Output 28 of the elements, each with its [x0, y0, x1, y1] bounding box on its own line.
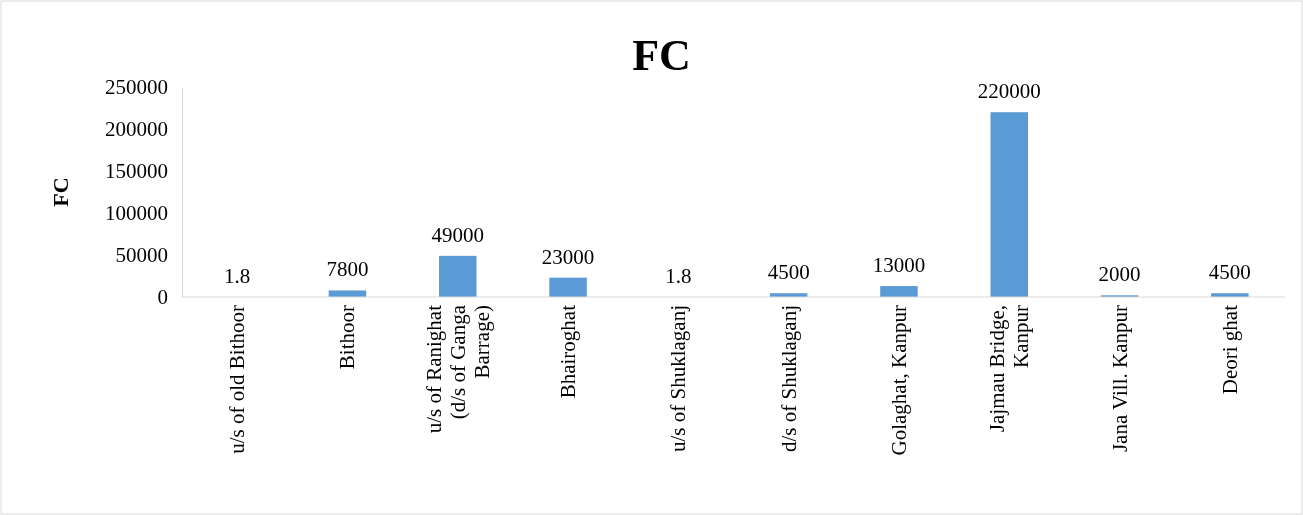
x-tick-label: Bhairoghat	[556, 304, 581, 399]
x-tick-label: d/s of Shuklaganj	[776, 305, 801, 452]
data-label: 7800	[326, 257, 369, 282]
y-tick-label: 250000	[105, 75, 168, 100]
y-axis-title: FC	[48, 177, 73, 207]
data-label: 1.8	[224, 264, 251, 288]
data-label: 2000	[1098, 262, 1141, 287]
data-label: 13000	[872, 253, 926, 278]
x-tick-label: Deori ghat	[1217, 304, 1242, 395]
y-tick-label: 100000	[105, 201, 168, 226]
data-label: 4500	[1208, 260, 1251, 285]
chart-title: FC	[632, 31, 691, 80]
x-tick-label: u/s of Shuklaganj	[666, 305, 691, 452]
data-label: 4500	[767, 260, 810, 285]
data-label: 49000	[431, 222, 484, 247]
x-tick-label: u/s of Ranighat (d/s of Ganga Barrage)	[421, 304, 494, 434]
x-tick-label: Jajmau Bridge, Kanpur	[985, 305, 1034, 433]
x-tick-label: Golaghat, Kanpur	[886, 305, 911, 456]
data-label: 220000	[977, 79, 1041, 104]
y-tick-label: 0	[157, 285, 168, 310]
y-tick-label: 150000	[105, 159, 168, 184]
y-tick-label: 200000	[105, 117, 168, 142]
x-tick-label: Jana Vill. Kanpur	[1107, 305, 1132, 453]
y-tick-label: 50000	[115, 243, 168, 268]
x-tick-label: Bithoor	[335, 305, 360, 370]
data-label: 1.8	[665, 264, 692, 288]
x-tick-label: u/s of old Bithoor	[225, 305, 250, 454]
data-label: 23000	[541, 244, 595, 269]
